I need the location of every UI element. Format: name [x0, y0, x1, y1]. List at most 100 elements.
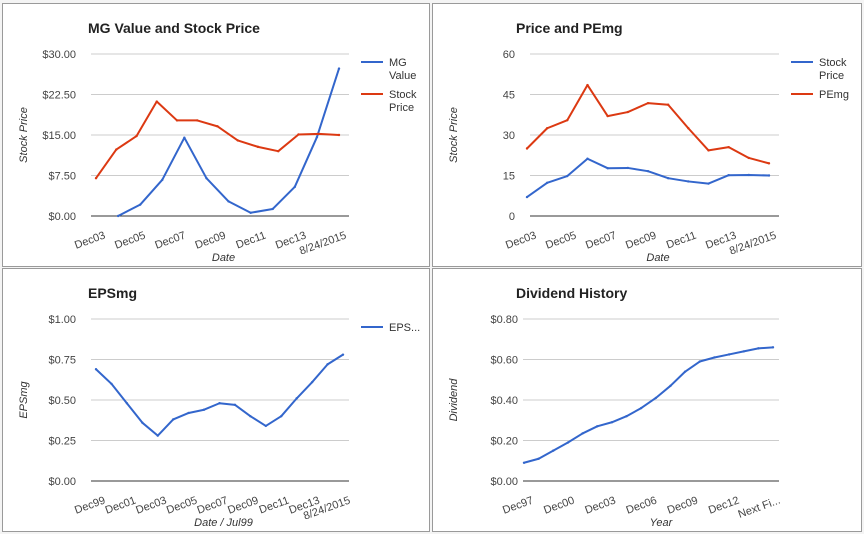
legend-label: Stock Price — [389, 89, 417, 114]
y-tick-label: $0.00 — [48, 476, 76, 488]
chart-title: Price and PEmg — [516, 20, 623, 36]
x-tick-label: Dec03 — [504, 230, 538, 252]
series-line — [117, 68, 340, 217]
data-point — [669, 384, 672, 388]
x-axis-title: Date — [212, 252, 235, 264]
x-tick-label: Dec09 — [194, 230, 228, 252]
data-point — [116, 214, 120, 218]
chart-svg: $0.00 $7.50 $15.00 $22.50 $30.00 Dec03 Dec05 De… — [18, 49, 417, 264]
data-point — [727, 174, 730, 177]
data-point — [187, 411, 190, 415]
data-point — [757, 347, 760, 350]
chart-panel-mg-value: MG Value and Stock Price $0.00 $7.50 $15.00… — [2, 3, 430, 267]
x-tick-label: Dec03 — [73, 230, 107, 252]
y-tick-label: 45 — [503, 90, 515, 102]
y-tick-label: $0.40 — [490, 395, 518, 407]
legend-label-line: Price — [819, 70, 844, 82]
data-point — [138, 203, 142, 206]
data-point — [727, 353, 731, 356]
data-point — [202, 408, 206, 411]
x-tick-label: Dec09 — [624, 230, 658, 252]
data-point — [610, 421, 614, 424]
legend-label-line: Stock — [819, 57, 847, 69]
legend-label-line: MG — [389, 57, 407, 69]
chart-title: Dividend History — [516, 285, 628, 301]
x-axis-title: Year — [650, 517, 674, 529]
data-point — [666, 103, 670, 106]
data-point — [161, 178, 164, 182]
x-tick-label: Dec03 — [583, 495, 617, 517]
data-point — [747, 156, 751, 160]
data-point — [545, 181, 549, 184]
data-point — [233, 403, 237, 407]
data-point — [767, 162, 771, 165]
legend-label-line: Price — [389, 102, 414, 114]
data-point — [654, 396, 658, 400]
chart-panel-epsmg: EPSmg $0.00 $0.25 $0.50 $0.75 $1.00 Dec99 Dec01… — [2, 268, 430, 532]
legend-label: MG Value — [389, 57, 416, 82]
data-point — [566, 441, 570, 444]
data-point — [552, 449, 555, 452]
chart-title: MG Value and Stock Price — [88, 20, 260, 36]
y-tick-label: $1.00 — [48, 314, 76, 326]
data-point — [256, 145, 260, 149]
data-point — [155, 100, 158, 103]
data-point — [156, 434, 159, 437]
legend-label: EPS... — [389, 322, 420, 334]
data-point — [183, 136, 186, 139]
y-tick-label: $0.50 — [48, 395, 76, 407]
data-point — [606, 167, 609, 170]
y-axis-title: Stock Price — [448, 107, 460, 163]
x-tick-label: Dec03 — [134, 495, 168, 517]
y-tick-label: $30.00 — [42, 49, 76, 61]
data-point — [310, 380, 314, 384]
x-tick-label: Next Fi... — [737, 495, 782, 521]
data-point — [249, 415, 252, 418]
data-point — [646, 169, 650, 173]
x-tick-label: Dec05 — [165, 495, 199, 517]
data-point — [537, 457, 540, 460]
y-axis-title: EPSmg — [18, 380, 30, 418]
x-tick-label: Dec11 — [258, 495, 291, 517]
data-point — [767, 174, 771, 177]
y-axis-title: Dividend — [448, 378, 460, 422]
data-point — [626, 166, 630, 170]
y-tick-label: 0 — [509, 211, 515, 223]
data-point — [315, 135, 319, 139]
x-tick-label: Dec07 — [196, 495, 230, 517]
y-tick-label: 30 — [503, 130, 515, 142]
data-point — [271, 207, 274, 211]
legend-label-line: Stock — [389, 89, 417, 101]
series-line — [523, 346, 774, 464]
data-point — [196, 119, 199, 122]
y-tick-label: $0.00 — [48, 211, 76, 223]
data-point — [205, 177, 208, 180]
series-line — [526, 157, 770, 198]
data-point — [522, 461, 526, 464]
data-point — [525, 147, 529, 150]
data-point — [249, 211, 252, 214]
data-point — [293, 185, 297, 189]
data-point — [646, 101, 650, 105]
data-point — [175, 119, 179, 122]
x-tick-label: Dec07 — [153, 230, 187, 252]
data-point — [110, 382, 113, 385]
legend-label-line: Value — [389, 70, 416, 82]
data-point — [606, 114, 609, 118]
x-tick-label: Dec12 — [707, 495, 741, 517]
y-axis-title: Stock Price — [18, 107, 30, 163]
data-point — [707, 149, 710, 152]
y-tick-label: 60 — [503, 49, 515, 61]
x-tick-label: Dec05 — [544, 230, 578, 252]
data-point — [566, 174, 569, 178]
data-point — [341, 353, 345, 356]
data-point — [227, 200, 230, 203]
y-tick-label: $22.50 — [42, 90, 76, 102]
data-point — [596, 425, 599, 428]
data-point — [625, 415, 628, 418]
y-tick-label: $15.00 — [42, 130, 76, 142]
x-axis-title: Date / Jul99 — [194, 517, 253, 529]
data-point — [264, 424, 268, 428]
data-point — [727, 145, 730, 149]
